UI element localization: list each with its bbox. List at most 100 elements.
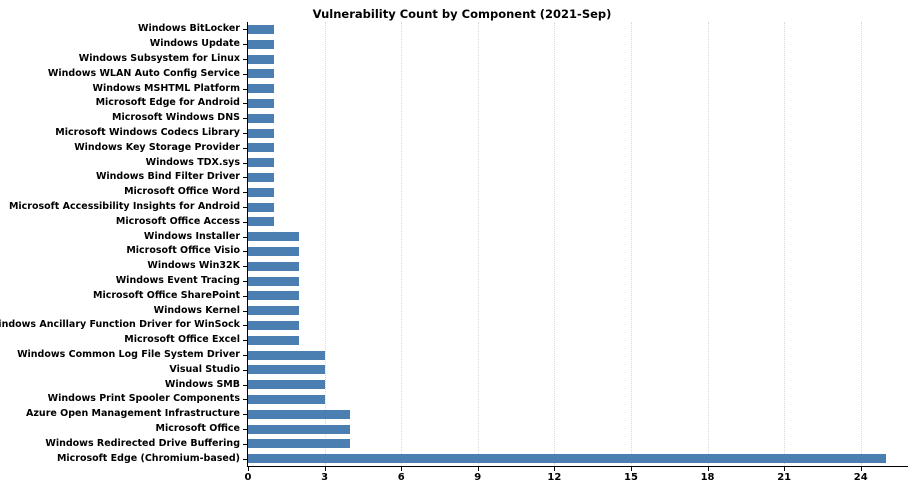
x-tick-mark [477,466,479,471]
y-tick-mark [243,118,248,120]
y-tick-label: Windows TDX.sys [145,156,240,168]
y-tick-mark [243,295,248,297]
y-tick-mark [243,221,248,223]
bar [248,261,300,271]
y-tick-label: Windows SMB [164,378,240,390]
y-tick-label: Microsoft Edge for Android [95,97,240,109]
bar [248,39,274,49]
y-tick-label: Microsoft Office Access [115,215,240,227]
x-tick-label: 0 [244,472,252,483]
y-tick-mark [243,355,248,356]
y-tick-label: Windows Update [149,38,240,50]
bar [248,158,274,168]
y-tick-mark [243,177,248,179]
y-tick-label: Windows Win32K [147,260,240,272]
x-tick-mark [860,466,862,471]
bar [248,24,274,34]
y-tick-mark [243,162,248,164]
y-tick-label: Azure Open Management Infrastructure [26,408,240,420]
y-tick-mark [243,103,248,105]
bar [248,69,274,79]
y-tick-mark [243,88,248,90]
bar [248,113,274,123]
bar [248,54,274,64]
bar [248,380,325,390]
bar [248,202,274,212]
y-tick-mark [243,147,248,149]
gridline-x-15 [630,22,632,466]
bar [248,217,274,227]
y-tick-label: Windows Ancillary Function Driver for Wi… [0,319,240,331]
x-axis-spine [247,466,908,467]
x-tick-label: 24 [853,472,868,483]
y-tick-mark [243,325,248,327]
gridline-x-21 [784,22,786,466]
y-tick-mark [243,310,248,312]
y-tick-mark [243,251,248,253]
y-tick-mark [243,73,248,75]
y-tick-label: Microsoft Windows DNS [112,112,240,124]
bar [248,320,300,330]
plot-area [248,22,908,466]
y-tick-mark [243,443,248,445]
y-tick-label: Microsoft Accessibility Insights for And… [8,201,240,212]
y-tick-label: Windows WLAN Auto Config Service [47,67,240,79]
x-tick-label: 6 [397,472,405,483]
y-tick-label: Windows Kernel [153,304,240,316]
x-tick-mark [707,466,709,471]
x-tick-label: 3 [321,472,329,483]
y-tick-label: Microsoft Office Excel [124,334,240,346]
y-tick-mark [243,266,248,268]
gridline-x-3 [324,22,326,466]
y-tick-mark [243,429,248,430]
y-tick-mark [243,369,248,371]
bar [248,187,274,197]
x-tick-mark [554,466,556,471]
bar [248,454,887,464]
y-tick-label: Microsoft Office SharePoint [93,289,240,301]
y-tick-mark [243,192,248,194]
gridline-x-24 [860,22,862,466]
x-tick-mark [784,466,786,471]
bar [248,143,274,153]
bar [248,246,300,256]
gridline-x-12 [554,22,556,466]
bar [248,335,300,345]
bar [248,291,300,301]
y-tick-mark [243,340,248,342]
x-tick-label: 21 [777,472,792,483]
x-tick-mark [401,466,403,471]
bar [248,128,274,138]
bar [248,306,300,316]
x-tick-mark [324,466,326,471]
y-axis-spine [247,22,248,467]
gridline-x-6 [401,22,403,466]
y-tick-mark [243,281,248,282]
y-tick-mark [243,133,248,134]
bar [248,172,274,182]
x-tick-mark [630,466,632,471]
y-tick-label: Microsoft Edge (Chromium-based) [56,452,240,464]
bar [248,232,300,242]
y-tick-mark [243,44,248,46]
y-tick-label: Microsoft Office [155,423,240,434]
y-tick-label: Windows Subsystem for Linux [78,53,240,64]
y-tick-label: Windows Bind Filter Driver [95,171,240,183]
y-tick-label: Windows Key Storage Provider [74,141,240,153]
bar [248,409,351,419]
y-tick-label: Windows Installer [143,230,240,242]
y-tick-label: Windows Common Log File System Driver [17,349,240,360]
y-tick-label: Windows Redirected Drive Buffering [45,437,240,449]
bar [248,350,325,360]
y-tick-label: Windows BitLocker [137,23,240,35]
y-tick-label: Windows Print Spooler Components [47,393,240,405]
y-tick-mark [243,399,248,401]
y-tick-mark [243,29,248,31]
x-tick-label: 18 [700,472,715,483]
y-tick-mark [243,59,248,60]
gridline-x-9 [477,22,479,466]
bar [248,276,300,286]
y-tick-label: Windows Event Tracing [115,275,240,286]
x-tick-label: 12 [547,472,562,483]
